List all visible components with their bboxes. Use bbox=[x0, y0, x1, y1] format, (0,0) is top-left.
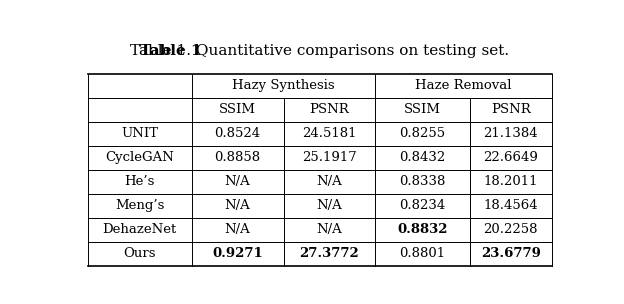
Text: 27.3772: 27.3772 bbox=[300, 247, 359, 261]
Text: 0.8338: 0.8338 bbox=[399, 175, 446, 188]
Text: N/A: N/A bbox=[316, 175, 343, 188]
Text: DehazeNet: DehazeNet bbox=[102, 223, 177, 237]
Text: Meng’s: Meng’s bbox=[115, 199, 164, 212]
Text: Haze Removal: Haze Removal bbox=[416, 79, 512, 92]
Text: N/A: N/A bbox=[225, 175, 250, 188]
Text: 23.6779: 23.6779 bbox=[481, 247, 541, 261]
Text: 25.1917: 25.1917 bbox=[302, 151, 357, 164]
Text: N/A: N/A bbox=[225, 199, 250, 212]
Text: 18.2011: 18.2011 bbox=[484, 175, 538, 188]
Text: Table 1. Quantitative comparisons on testing set.: Table 1. Quantitative comparisons on tes… bbox=[130, 43, 509, 57]
Text: Hazy Synthesis: Hazy Synthesis bbox=[232, 79, 335, 92]
Text: 18.4564: 18.4564 bbox=[484, 199, 538, 212]
Text: CycleGAN: CycleGAN bbox=[105, 151, 174, 164]
Text: PSNR: PSNR bbox=[310, 103, 349, 116]
Text: 0.8234: 0.8234 bbox=[399, 199, 446, 212]
Text: Table 1. Quantitative comparisons on testing set.: Table 1. Quantitative comparisons on tes… bbox=[110, 43, 530, 57]
Text: N/A: N/A bbox=[316, 223, 343, 237]
Text: SSIM: SSIM bbox=[219, 103, 256, 116]
Text: N/A: N/A bbox=[316, 199, 343, 212]
Text: 0.8255: 0.8255 bbox=[399, 127, 446, 140]
Text: He’s: He’s bbox=[124, 175, 155, 188]
Text: 0.9271: 0.9271 bbox=[212, 247, 263, 261]
Text: Table 1: Table 1 bbox=[140, 43, 202, 57]
Text: PSNR: PSNR bbox=[491, 103, 530, 116]
Text: 22.6649: 22.6649 bbox=[484, 151, 539, 164]
Text: N/A: N/A bbox=[225, 223, 250, 237]
Text: 0.8801: 0.8801 bbox=[399, 247, 446, 261]
Text: 21.1384: 21.1384 bbox=[484, 127, 538, 140]
Text: 0.8524: 0.8524 bbox=[215, 127, 261, 140]
Text: UNIT: UNIT bbox=[121, 127, 158, 140]
Text: SSIM: SSIM bbox=[404, 103, 441, 116]
Text: 0.8858: 0.8858 bbox=[215, 151, 261, 164]
Text: 24.5181: 24.5181 bbox=[302, 127, 357, 140]
Text: 0.8432: 0.8432 bbox=[399, 151, 446, 164]
Text: 20.2258: 20.2258 bbox=[484, 223, 538, 237]
Text: 0.8832: 0.8832 bbox=[397, 223, 448, 237]
Text: Ours: Ours bbox=[124, 247, 156, 261]
